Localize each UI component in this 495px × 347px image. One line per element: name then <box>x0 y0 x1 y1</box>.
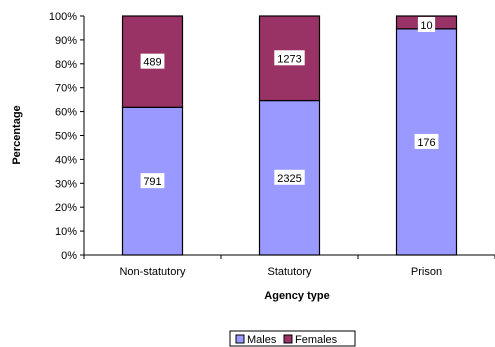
x-tick-label: Prison <box>411 266 442 278</box>
data-label: 489 <box>143 57 161 69</box>
data-label: 176 <box>417 137 435 149</box>
data-label-bg <box>414 133 439 149</box>
y-axis-title: Percentage <box>11 105 23 164</box>
y-tick-label: 10% <box>55 226 77 238</box>
y-tick-label: 30% <box>55 178 77 190</box>
data-label-bg <box>274 169 305 185</box>
data-label: 1273 <box>277 53 301 65</box>
y-tick-label: 0% <box>61 250 77 262</box>
data-label-bg <box>274 50 305 66</box>
axes <box>83 16 495 256</box>
y-tick-label: 50% <box>55 131 77 143</box>
y-tick-label: 70% <box>55 83 77 95</box>
y-tick-label: 90% <box>55 35 77 47</box>
x-tick-label: Non-statutory <box>119 266 186 278</box>
y-tick-label: 80% <box>55 59 77 71</box>
legend-swatch-males <box>235 334 245 344</box>
y-axis-ticks: 0% 10% 20% 30% 40% 50% 60% 70% 80% 90% 100% <box>49 11 84 262</box>
legend-label-males: Males <box>247 334 277 346</box>
x-axis-title: Agency type <box>264 290 329 302</box>
y-tick-label: 60% <box>55 107 77 119</box>
x-axis-ticks: Non-statutory Statutory Prison <box>83 255 495 278</box>
data-label: 791 <box>143 176 161 188</box>
data-label-bg <box>140 53 165 69</box>
data-label-bg <box>417 17 436 32</box>
y-tick-label: 20% <box>55 202 77 214</box>
data-label: 10 <box>420 20 432 32</box>
legend-label-females: Females <box>295 334 338 346</box>
bars: 791 489 2325 1273 176 10 <box>121 15 458 256</box>
legend: Males Females <box>229 330 356 347</box>
x-tick-label: Statutory <box>267 266 312 278</box>
y-tick-label: 100% <box>49 11 77 23</box>
data-label-bg <box>140 173 165 189</box>
data-label: 2325 <box>277 173 301 185</box>
legend-swatch-females <box>283 334 293 344</box>
y-tick-label: 40% <box>55 154 77 166</box>
